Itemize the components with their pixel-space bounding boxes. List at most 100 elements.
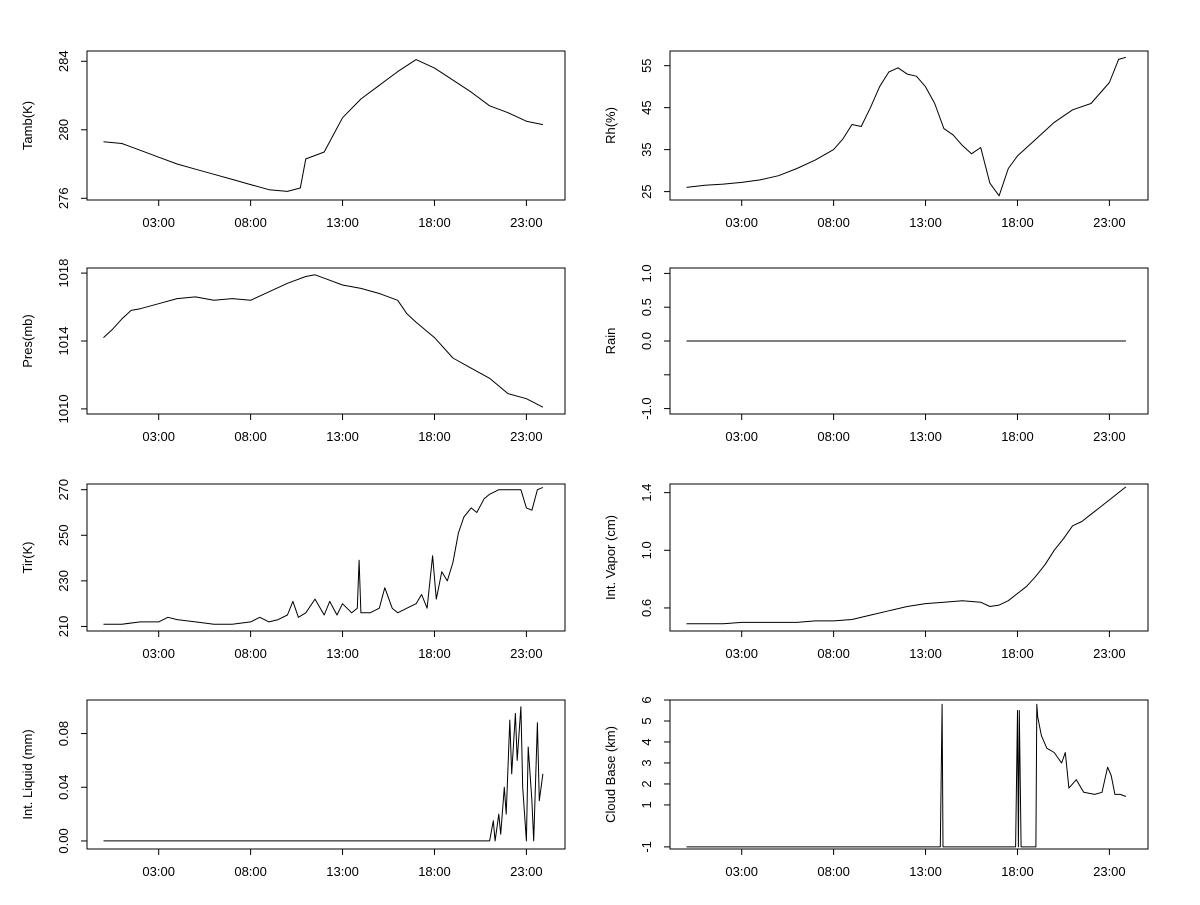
x-tick-label: 13:00 <box>909 215 942 230</box>
x-tick-label: 18:00 <box>418 646 451 661</box>
y-tick-label: 1014 <box>56 327 71 356</box>
x-tick-label: 08:00 <box>234 646 267 661</box>
series-line <box>686 56 1127 197</box>
y-axis-title: Int. Vapor (cm) <box>603 515 618 600</box>
x-tick-label: 08:00 <box>234 864 267 879</box>
series-line <box>103 706 544 842</box>
x-tick-label: 13:00 <box>909 429 942 444</box>
y-tick-label: 1.0 <box>639 541 654 559</box>
x-tick-label: 03:00 <box>725 215 758 230</box>
chart-panel-6: 03:00 08:00 13:00 18:00 23:00 0.6 1.0 1.4 Int. V… <box>603 483 1149 661</box>
x-tick-label: 13:00 <box>326 429 359 444</box>
x-tick-label: 08:00 <box>234 429 267 444</box>
chart-panel-7: 03:00 08:00 13:00 18:00 23:00 0.00 0.04 0.08 Int… <box>20 699 566 879</box>
x-tick-label: 08:00 <box>234 215 267 230</box>
series-line <box>103 274 544 408</box>
x-tick-label: 03:00 <box>142 646 175 661</box>
x-tick-label: 13:00 <box>326 864 359 879</box>
y-tick-label: 230 <box>56 570 71 592</box>
y-axis-title: Rain <box>603 328 618 355</box>
x-tick-label: 03:00 <box>142 429 175 444</box>
plot-frame <box>669 699 1149 850</box>
y-axis-title: Tamb(K) <box>20 101 35 150</box>
chart-panel-3: 03:00 08:00 13:00 18:00 23:00 1010 1014 1018 Pre… <box>20 259 566 444</box>
x-tick-label: 18:00 <box>1001 646 1034 661</box>
x-tick-label: 03:00 <box>725 429 758 444</box>
y-tick-label: 55 <box>639 58 654 72</box>
x-tick-label: 23:00 <box>1093 646 1126 661</box>
y-tick-label: 0.6 <box>639 599 654 617</box>
y-tick-label: 284 <box>56 50 71 72</box>
x-tick-label: 23:00 <box>510 646 543 661</box>
y-tick-label: 6 <box>639 696 654 703</box>
y-tick-label: 4 <box>639 738 654 745</box>
x-tick-label: 18:00 <box>1001 215 1034 230</box>
y-tick-label: 0.04 <box>56 775 71 800</box>
series-line <box>686 703 1127 848</box>
x-tick-label: 13:00 <box>909 864 942 879</box>
plot-frame <box>86 50 566 201</box>
y-tick-label: 270 <box>56 479 71 501</box>
y-tick-label: 3 <box>639 759 654 766</box>
chart-panel-4: 03:00 08:00 13:00 18:00 23:00 -1.0 0.0 0.5 1.0 Ra… <box>603 264 1149 444</box>
y-axis-title: Int. Liquid (mm) <box>20 729 35 819</box>
y-tick-label: 1.0 <box>639 264 654 282</box>
x-tick-label: 23:00 <box>510 864 543 879</box>
plot-frame <box>669 483 1149 632</box>
chart-panel-5: 03:00 08:00 13:00 18:00 23:00 210 230 250 270 Tir… <box>20 479 566 661</box>
y-tick-label: 5 <box>639 717 654 724</box>
series-line <box>686 486 1127 625</box>
chart-panel-1: 03:00 08:00 13:00 18:00 23:00 276 280 284 Tamb(K… <box>20 50 566 230</box>
x-tick-label: 18:00 <box>418 429 451 444</box>
y-axis-title: Pres(mb) <box>20 314 35 367</box>
plot-frame <box>86 267 566 415</box>
y-axis-title: Rh(%) <box>603 107 618 144</box>
x-tick-label: 18:00 <box>1001 864 1034 879</box>
x-tick-label: 18:00 <box>418 215 451 230</box>
x-tick-label: 23:00 <box>1093 215 1126 230</box>
x-tick-label: 03:00 <box>725 646 758 661</box>
plot-frame <box>86 699 566 850</box>
y-tick-label: 35 <box>639 142 654 156</box>
x-tick-label: 08:00 <box>817 864 850 879</box>
y-tick-label: 45 <box>639 100 654 114</box>
y-tick-label: 210 <box>56 616 71 638</box>
y-tick-label: 1010 <box>56 394 71 423</box>
y-tick-label: 280 <box>56 119 71 141</box>
y-axis-title: Cloud Base (km) <box>603 726 618 823</box>
x-tick-label: 13:00 <box>326 215 359 230</box>
x-tick-label: 18:00 <box>418 864 451 879</box>
x-tick-label: 08:00 <box>817 429 850 444</box>
y-tick-label: -1.0 <box>639 397 654 419</box>
series-line <box>103 486 544 625</box>
x-tick-label: 23:00 <box>510 429 543 444</box>
y-tick-label: 25 <box>639 184 654 198</box>
y-tick-label: 2 <box>639 780 654 787</box>
chart-panel-8: 03:00 08:00 13:00 18:00 23:00 -1 1 2 3 4 5 6 Cloud B… <box>603 696 1149 879</box>
y-tick-label: 276 <box>56 187 71 209</box>
y-tick-label: 250 <box>56 524 71 546</box>
x-tick-label: 23:00 <box>1093 864 1126 879</box>
y-tick-label: 0.0 <box>639 332 654 350</box>
y-tick-label: 1 <box>639 801 654 808</box>
y-tick-label: 1.4 <box>639 484 654 502</box>
x-tick-label: 13:00 <box>909 646 942 661</box>
series-line <box>103 59 544 192</box>
y-tick-label: 0.5 <box>639 298 654 316</box>
x-tick-label: 03:00 <box>142 215 175 230</box>
x-tick-label: 03:00 <box>142 864 175 879</box>
y-tick-label: 1018 <box>56 259 71 288</box>
chart-panel-2: 03:00 08:00 13:00 18:00 23:00 25 35 45 55 Rh(%) <box>603 50 1149 230</box>
x-tick-label: 18:00 <box>1001 429 1034 444</box>
y-tick-label: 0.00 <box>56 828 71 853</box>
x-tick-label: 23:00 <box>1093 429 1126 444</box>
y-tick-label: -1 <box>639 841 654 853</box>
x-tick-label: 13:00 <box>326 646 359 661</box>
x-tick-label: 08:00 <box>817 215 850 230</box>
y-tick-label: 0.08 <box>56 721 71 746</box>
x-tick-label: 03:00 <box>725 864 758 879</box>
plot-frame <box>86 483 566 632</box>
x-tick-label: 23:00 <box>510 215 543 230</box>
